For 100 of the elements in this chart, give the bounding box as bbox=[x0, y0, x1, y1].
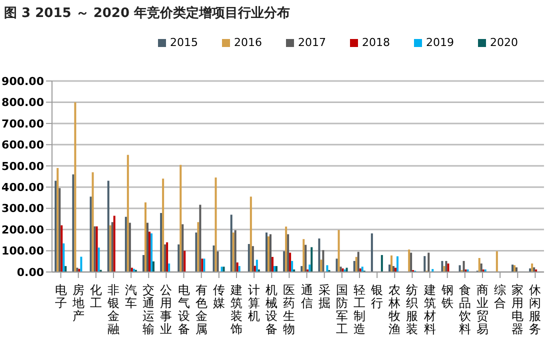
y-tick-label: 200.00 bbox=[2, 223, 44, 236]
bar bbox=[285, 226, 288, 272]
y-tick-label: 800.00 bbox=[2, 96, 44, 110]
bar bbox=[300, 266, 303, 272]
bar bbox=[478, 258, 480, 272]
bar bbox=[98, 248, 100, 272]
x-tick-label: 建筑装饰 bbox=[230, 283, 242, 336]
bar bbox=[320, 260, 322, 272]
bar bbox=[267, 236, 270, 272]
bar bbox=[54, 180, 57, 272]
x-tick-label: 休闲服务 bbox=[529, 283, 542, 336]
x-tick-label: 非银金融 bbox=[106, 283, 120, 336]
bar bbox=[162, 178, 164, 272]
y-tick-label: 0.00 bbox=[16, 266, 44, 279]
legend-label: 2015 bbox=[170, 36, 198, 49]
chart-title: 图 3 2015 ～ 2020 年竞价类定增项目行业分布 bbox=[4, 4, 290, 22]
y-tick-label: 100.00 bbox=[2, 244, 44, 258]
bar bbox=[380, 255, 383, 272]
y-tick-label: 900.00 bbox=[2, 74, 44, 88]
bar bbox=[256, 260, 258, 272]
legend-label: 2017 bbox=[298, 36, 326, 49]
bar bbox=[180, 164, 182, 272]
bar bbox=[152, 261, 154, 272]
bar bbox=[142, 255, 144, 272]
x-tick-label: 综合 bbox=[494, 283, 506, 310]
bar bbox=[283, 251, 286, 272]
bar bbox=[355, 256, 358, 272]
bar bbox=[212, 245, 215, 272]
x-tick-label: 房地产 bbox=[71, 283, 84, 323]
x-tick-label: 轻工制造 bbox=[354, 283, 366, 336]
bar bbox=[195, 232, 198, 272]
bar bbox=[322, 250, 324, 272]
bar bbox=[326, 265, 328, 272]
bar bbox=[58, 188, 61, 272]
bar bbox=[428, 252, 430, 272]
bar bbox=[113, 216, 116, 272]
bar bbox=[289, 252, 292, 272]
x-tick-label: 化工 bbox=[90, 283, 102, 310]
bar bbox=[146, 222, 148, 272]
bar bbox=[214, 178, 217, 272]
legend-label: 2019 bbox=[426, 36, 454, 49]
bar bbox=[72, 174, 74, 272]
bar bbox=[443, 266, 446, 272]
bar bbox=[336, 258, 338, 272]
bar bbox=[160, 213, 162, 272]
bar bbox=[92, 172, 94, 272]
bar bbox=[62, 243, 65, 272]
bar bbox=[197, 222, 200, 272]
x-tick-label: 采掘 bbox=[318, 283, 330, 310]
bar bbox=[308, 264, 311, 272]
bar bbox=[250, 196, 252, 272]
bar bbox=[107, 180, 110, 272]
x-tick-label: 汽车 bbox=[125, 283, 138, 310]
bar bbox=[182, 224, 184, 272]
bar bbox=[273, 266, 276, 272]
bar bbox=[462, 260, 465, 272]
bar bbox=[302, 239, 305, 272]
bar bbox=[357, 252, 360, 272]
bar bbox=[199, 204, 202, 272]
legend-label: 2018 bbox=[362, 36, 390, 49]
bar bbox=[304, 244, 307, 272]
bar bbox=[424, 256, 426, 272]
x-tick-label: 交通运输 bbox=[142, 283, 155, 336]
bar bbox=[271, 256, 274, 272]
x-tick-label: 国防军工 bbox=[336, 283, 348, 336]
x-tick-label: 传媒 bbox=[212, 283, 225, 310]
x-tick-label: 建筑材料 bbox=[422, 283, 436, 336]
bar bbox=[390, 255, 392, 272]
bar bbox=[370, 233, 373, 272]
bar bbox=[56, 168, 59, 272]
x-tick-label: 家用电器 bbox=[512, 283, 524, 336]
bar bbox=[234, 230, 236, 272]
bar bbox=[388, 264, 390, 272]
y-tick-label: 300.00 bbox=[2, 202, 44, 216]
bar bbox=[441, 260, 444, 272]
bar bbox=[216, 251, 219, 272]
x-tick-label: 电气设备 bbox=[178, 283, 190, 336]
legend-label: 2016 bbox=[234, 36, 262, 49]
bar bbox=[80, 256, 82, 272]
bar bbox=[111, 222, 114, 272]
y-tick-label: 600.00 bbox=[2, 138, 44, 152]
x-tick-label: 纺织服装 bbox=[406, 283, 418, 336]
bar bbox=[230, 214, 232, 272]
bar bbox=[496, 251, 498, 272]
bar bbox=[232, 232, 234, 272]
bar bbox=[511, 264, 514, 272]
x-tick-label: 电子 bbox=[54, 283, 67, 310]
bar bbox=[128, 222, 131, 272]
bar bbox=[445, 260, 448, 272]
bar bbox=[408, 250, 410, 272]
x-tick-label: 通信 bbox=[300, 283, 313, 310]
y-tick-label: 500.00 bbox=[2, 160, 44, 173]
bar bbox=[353, 260, 356, 272]
bar bbox=[396, 256, 398, 272]
x-tick-label: 机械设备 bbox=[266, 283, 278, 336]
x-tick-label: 食品饮料 bbox=[458, 283, 471, 336]
bar bbox=[168, 264, 170, 272]
x-tick-label: 有色金属 bbox=[195, 283, 208, 336]
bar bbox=[109, 225, 112, 272]
bar bbox=[60, 225, 63, 272]
